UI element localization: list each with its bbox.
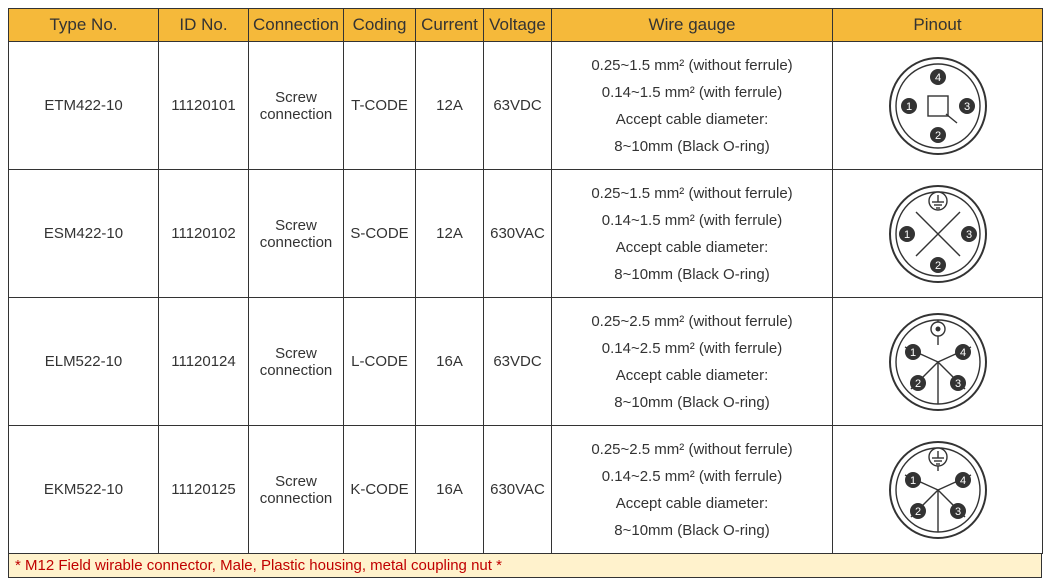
col-current: Current (416, 9, 484, 42)
svg-text:3: 3 (965, 229, 971, 241)
svg-text:4: 4 (959, 475, 965, 487)
col-coding: Coding (344, 9, 416, 42)
cell-type: ESM422-10 (9, 170, 159, 298)
table-row: ETM422-10 11120101 Screwconnection T-COD… (9, 42, 1043, 170)
cell-wire-gauge: 0.25~1.5 mm² (without ferrule)0.14~1.5 m… (552, 170, 833, 298)
svg-text:2: 2 (914, 378, 920, 390)
table-row: EKM522-10 11120125 Screwconnection K-COD… (9, 426, 1043, 554)
svg-text:2: 2 (934, 130, 940, 142)
svg-text:2: 2 (914, 506, 920, 518)
cell-id: 11120102 (159, 170, 249, 298)
cell-pinout: 1 3 2 (833, 170, 1043, 298)
cell-pinout: 1 4 2 3 (833, 426, 1043, 554)
cell-id: 11120101 (159, 42, 249, 170)
col-connection: Connection (249, 9, 344, 42)
cell-coding: S-CODE (344, 170, 416, 298)
cell-coding: K-CODE (344, 426, 416, 554)
cell-current: 12A (416, 42, 484, 170)
cell-current: 16A (416, 426, 484, 554)
cell-voltage: 63VDC (484, 42, 552, 170)
table-row: ESM422-10 11120102 Screwconnection S-COD… (9, 170, 1043, 298)
cell-voltage: 63VDC (484, 298, 552, 426)
cell-pinout: 1 4 2 3 (833, 298, 1043, 426)
col-type: Type No. (9, 9, 159, 42)
cell-type: EKM522-10 (9, 426, 159, 554)
footer-note: * M12 Field wirable connector, Male, Pla… (8, 554, 1042, 578)
svg-text:1: 1 (905, 101, 911, 113)
cell-pinout: 4 1 3 2 (833, 42, 1043, 170)
table-header-row: Type No. ID No. Connection Coding Curren… (9, 9, 1043, 42)
svg-text:3: 3 (954, 378, 960, 390)
cell-current: 16A (416, 298, 484, 426)
cell-id: 11120124 (159, 298, 249, 426)
cell-connection: Screwconnection (249, 170, 344, 298)
svg-text:1: 1 (909, 475, 915, 487)
cell-voltage: 630VAC (484, 170, 552, 298)
connector-spec-table: Type No. ID No. Connection Coding Curren… (8, 8, 1043, 554)
cell-id: 11120125 (159, 426, 249, 554)
svg-text:3: 3 (963, 101, 969, 113)
cell-type: ELM522-10 (9, 298, 159, 426)
cell-connection: Screwconnection (249, 298, 344, 426)
col-pinout: Pinout (833, 9, 1043, 42)
cell-coding: L-CODE (344, 298, 416, 426)
svg-text:4: 4 (934, 72, 940, 84)
col-id: ID No. (159, 9, 249, 42)
cell-connection: Screwconnection (249, 426, 344, 554)
cell-wire-gauge: 0.25~2.5 mm² (without ferrule)0.14~2.5 m… (552, 426, 833, 554)
cell-voltage: 630VAC (484, 426, 552, 554)
svg-text:2: 2 (934, 260, 940, 272)
svg-text:3: 3 (954, 506, 960, 518)
cell-type: ETM422-10 (9, 42, 159, 170)
cell-coding: T-CODE (344, 42, 416, 170)
svg-text:4: 4 (959, 347, 965, 359)
cell-current: 12A (416, 170, 484, 298)
cell-wire-gauge: 0.25~1.5 mm² (without ferrule)0.14~1.5 m… (552, 42, 833, 170)
cell-wire-gauge: 0.25~2.5 mm² (without ferrule)0.14~2.5 m… (552, 298, 833, 426)
col-voltage: Voltage (484, 9, 552, 42)
col-wire-gauge: Wire gauge (552, 9, 833, 42)
cell-connection: Screwconnection (249, 42, 344, 170)
svg-text:1: 1 (909, 347, 915, 359)
svg-text:1: 1 (903, 229, 909, 241)
table-row: ELM522-10 11120124 Screwconnection L-COD… (9, 298, 1043, 426)
